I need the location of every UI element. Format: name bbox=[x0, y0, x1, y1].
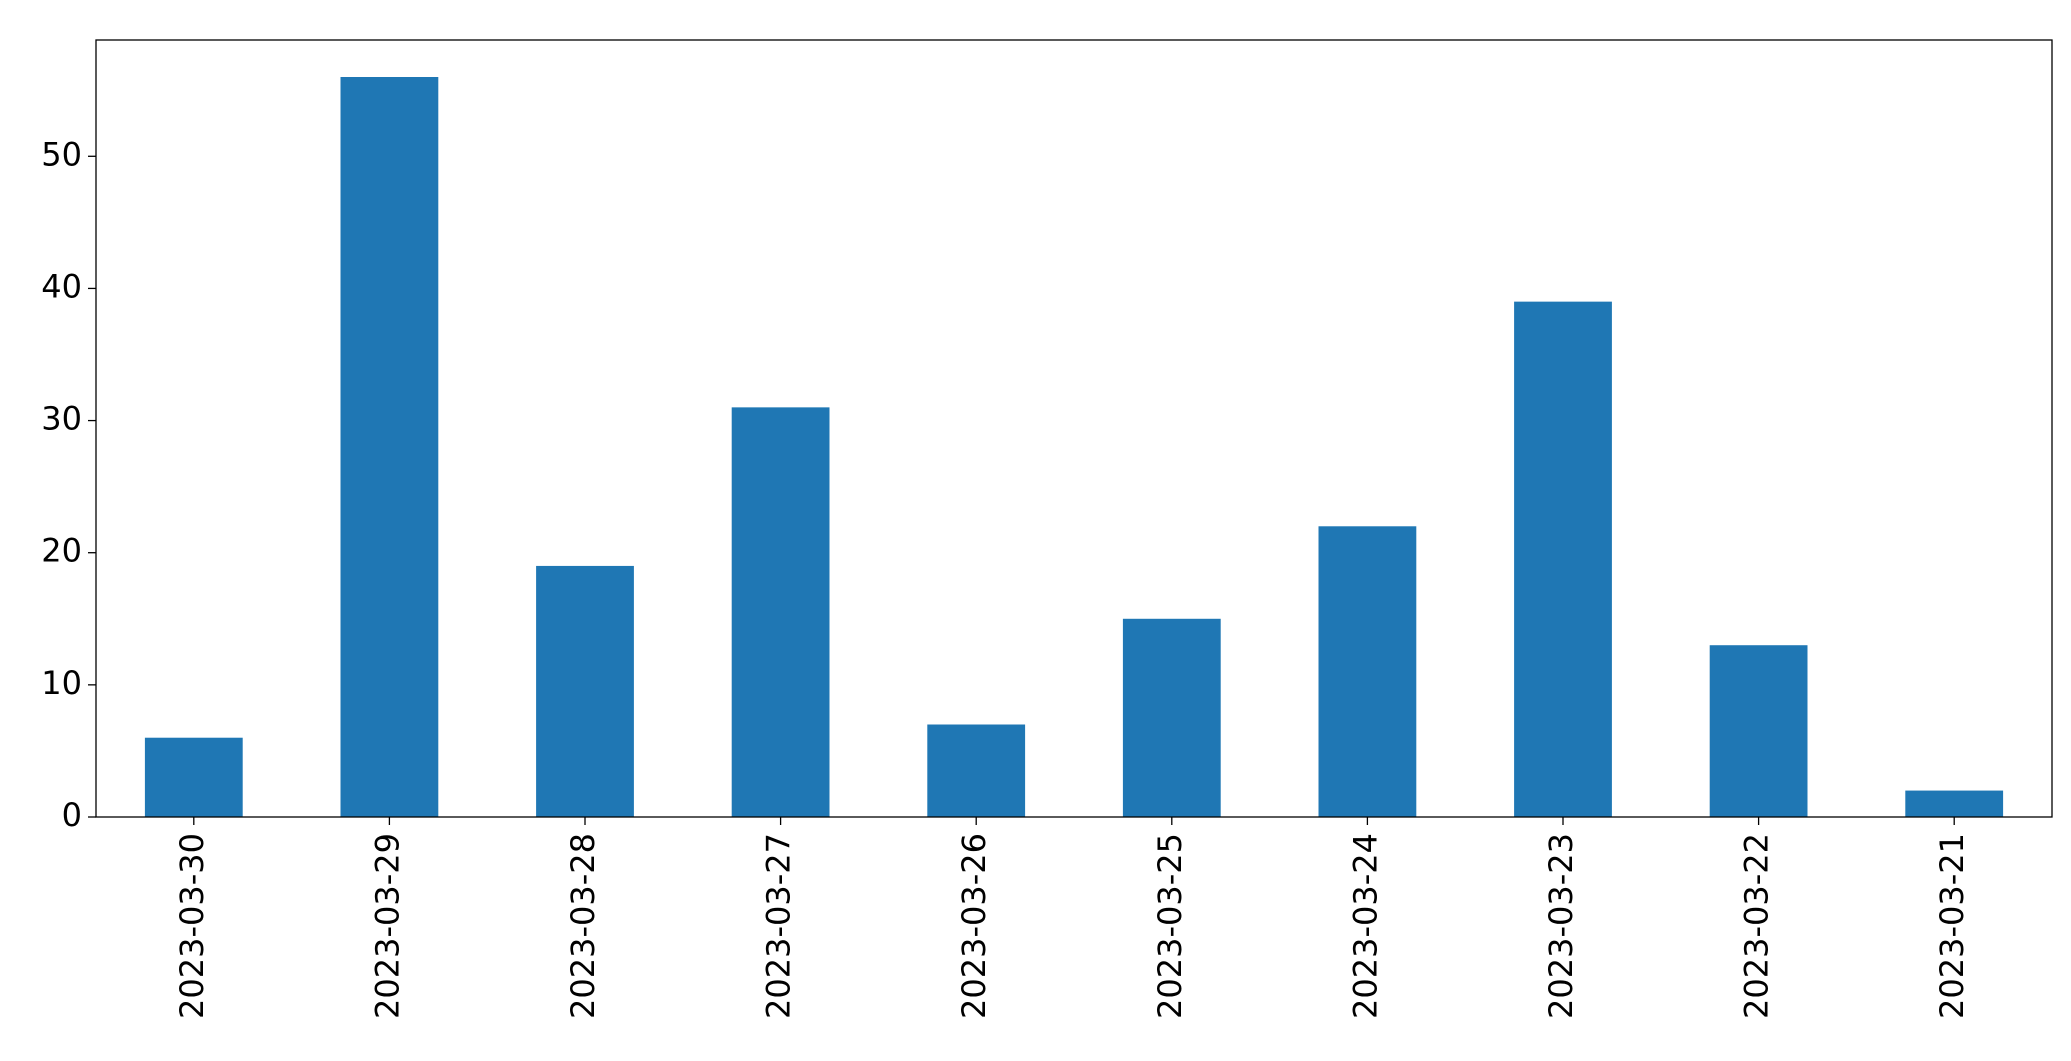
bar bbox=[927, 724, 1026, 817]
bar bbox=[1905, 790, 2004, 817]
y-tick-label: 0 bbox=[62, 796, 82, 834]
bar bbox=[340, 77, 439, 817]
plot-frame bbox=[95, 39, 2053, 818]
y-tick-label: 20 bbox=[41, 532, 82, 570]
y-tick-label: 10 bbox=[41, 664, 82, 702]
bar bbox=[1709, 645, 1808, 817]
bar bbox=[536, 565, 634, 817]
x-tick-label: 2023-03-24 bbox=[1346, 833, 1384, 1019]
y-tick-label: 30 bbox=[41, 400, 82, 438]
bar bbox=[1318, 526, 1417, 817]
x-tick-label: 2023-03-28 bbox=[564, 833, 602, 1019]
x-tick-label: 2023-03-30 bbox=[173, 833, 211, 1019]
y-tick-label: 50 bbox=[41, 135, 82, 173]
bar bbox=[731, 407, 830, 817]
bar bbox=[1122, 618, 1221, 817]
x-tick-label: 2023-03-21 bbox=[1933, 833, 1971, 1019]
y-tick-label: 40 bbox=[41, 267, 82, 305]
bar bbox=[1514, 301, 1612, 818]
x-tick-label: 2023-03-25 bbox=[1151, 833, 1189, 1019]
x-tick-label: 2023-03-22 bbox=[1738, 833, 1776, 1019]
x-tick-label: 2023-03-29 bbox=[368, 833, 406, 1019]
bar bbox=[144, 737, 243, 817]
x-tick-label: 2023-03-26 bbox=[955, 833, 993, 1019]
x-tick-label: 2023-03-27 bbox=[760, 833, 798, 1019]
x-tick-label: 2023-03-23 bbox=[1542, 833, 1580, 1019]
